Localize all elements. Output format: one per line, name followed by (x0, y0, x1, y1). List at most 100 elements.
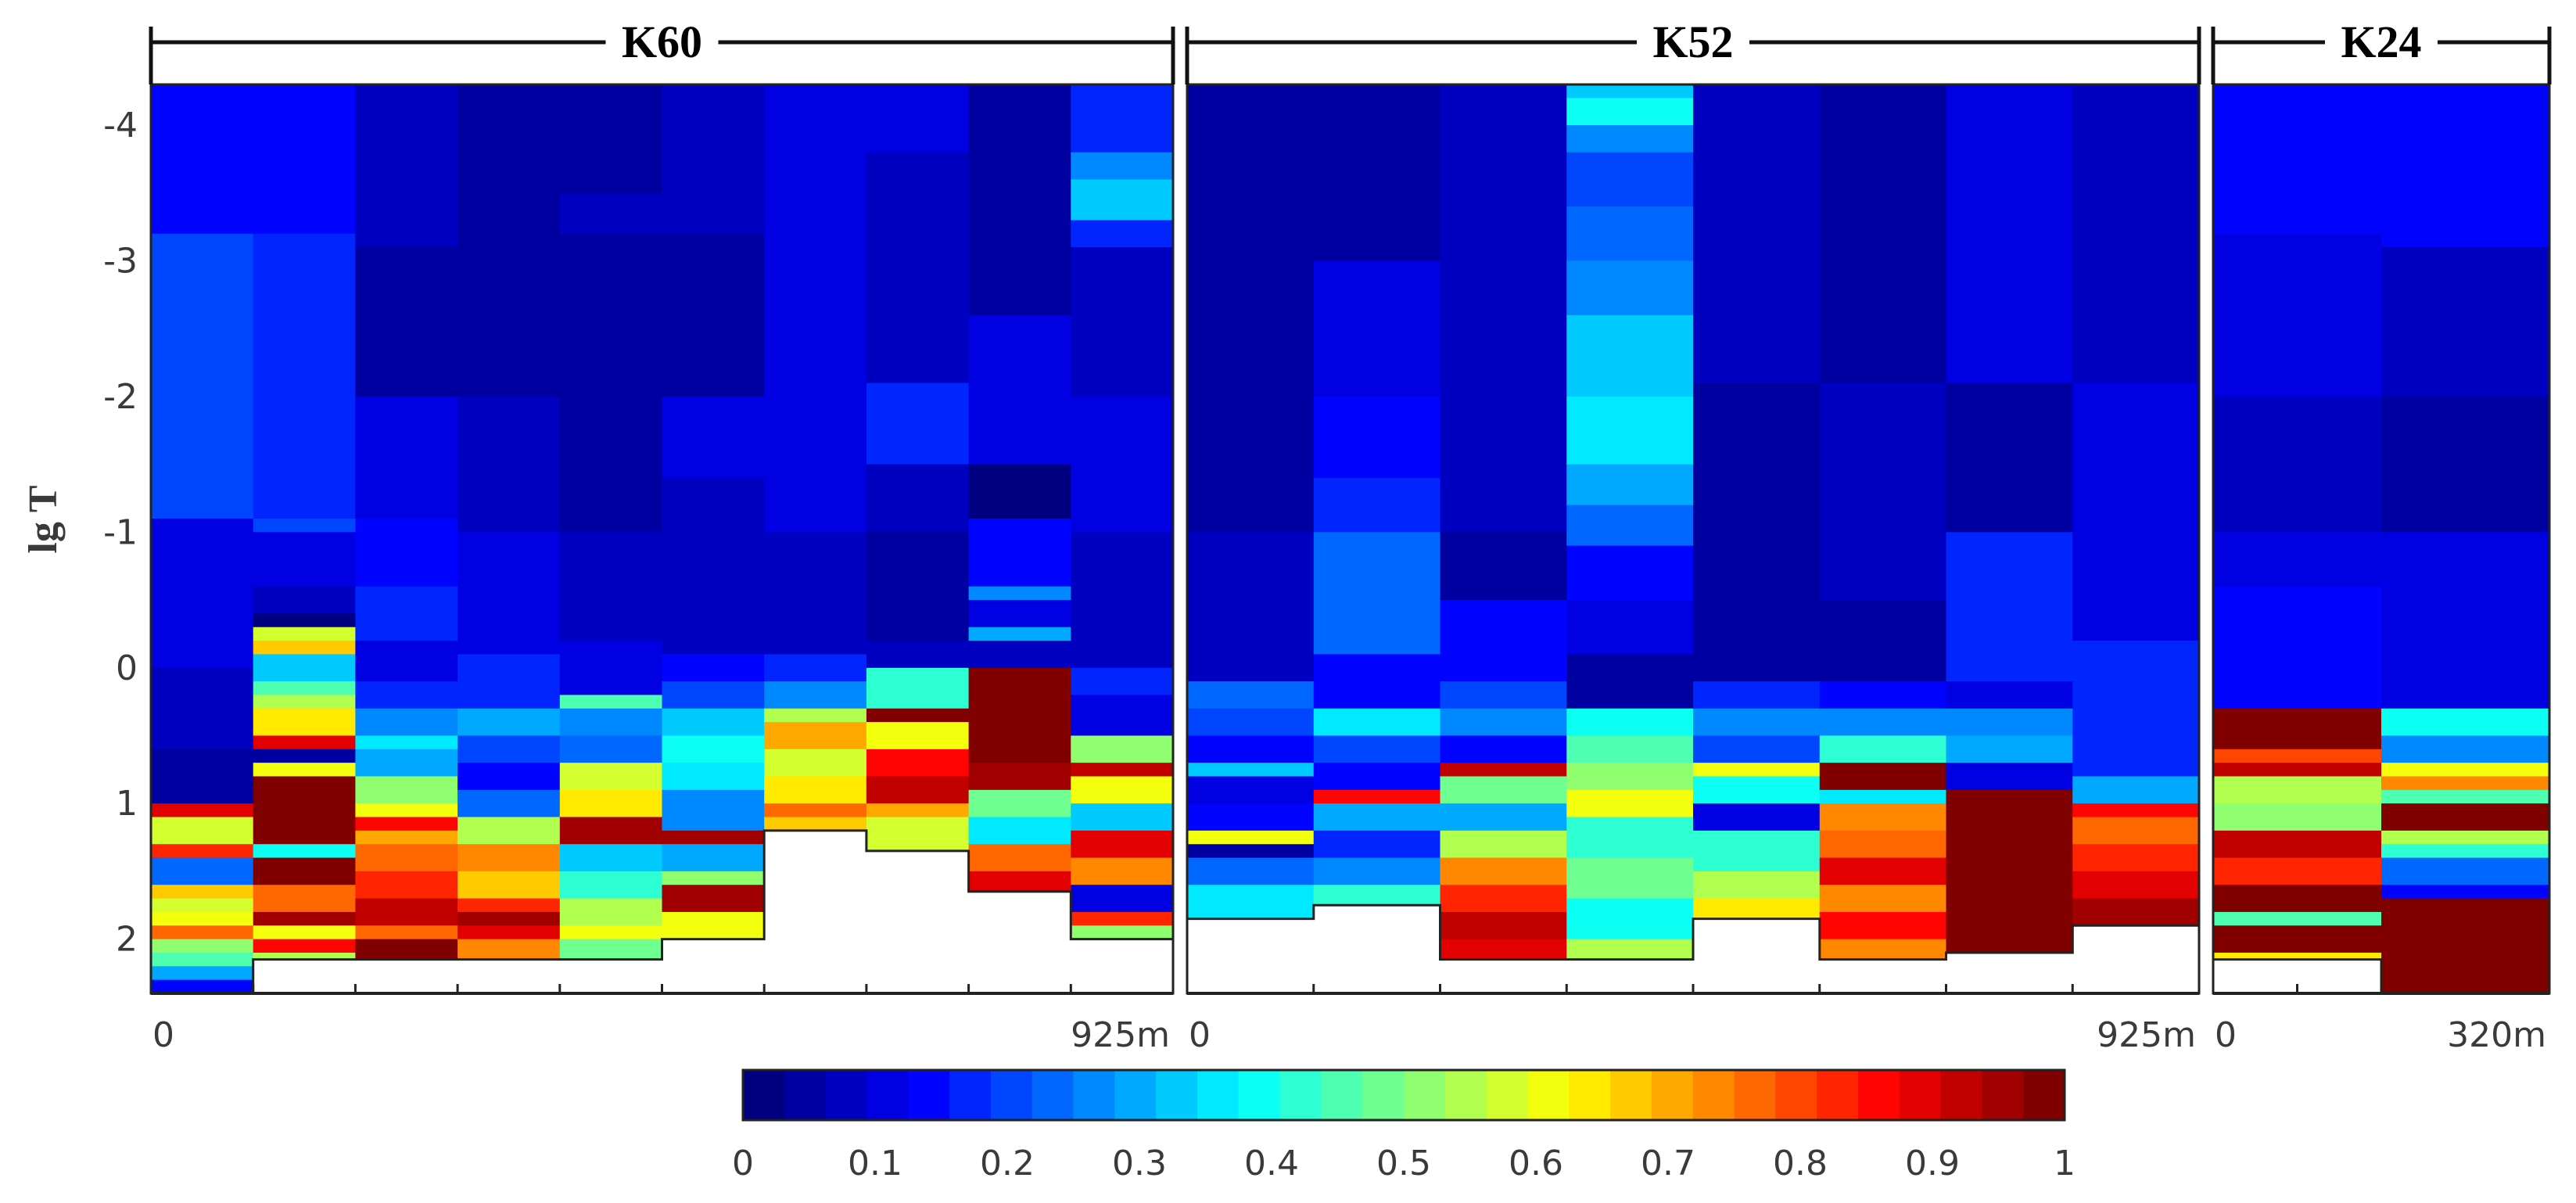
heatmap-cell (253, 911, 356, 926)
x-end-label: 925m (1071, 1015, 1170, 1055)
heatmap-cell (2381, 789, 2550, 804)
heatmap-cell (457, 735, 561, 763)
heatmap-cell (1819, 708, 1947, 737)
heatmap-cell (1693, 681, 1821, 709)
heatmap-column (2072, 84, 2200, 926)
heatmap-cell (559, 939, 663, 961)
heatmap-cell (866, 708, 970, 723)
heatmap-cell (559, 233, 663, 533)
colorbar-tick-label: 0 (732, 1144, 754, 1183)
x-end-label: 925m (2097, 1015, 2196, 1055)
heatmap-cell (151, 966, 254, 981)
colorbar-swatch (1569, 1070, 1611, 1120)
heatmap-cell (2381, 735, 2550, 763)
heatmap-cell (2381, 396, 2550, 533)
heatmap-cell (253, 233, 356, 519)
heatmap-cell (2381, 844, 2550, 859)
colorbar-swatch (1114, 1070, 1157, 1120)
heatmap-column (968, 84, 1071, 892)
heatmap-cell (1071, 857, 1174, 885)
heatmap-cell (1566, 314, 1694, 397)
heatmap-cell (355, 844, 458, 872)
heatmap-column (1440, 84, 1567, 961)
colorbar-swatch (1899, 1070, 1942, 1120)
heatmap-cell (559, 532, 663, 641)
heatmap-cell (1946, 382, 2073, 533)
colorbar-swatch (1775, 1070, 1817, 1120)
panel-k52: 0 925m (1185, 16, 2201, 1055)
heatmap-cell (2072, 84, 2200, 384)
heatmap-cell (1187, 735, 1315, 763)
heatmap-cell (355, 749, 458, 777)
heatmap-cell (151, 925, 254, 940)
heatmap-cell (253, 518, 356, 533)
heatmap-cell (559, 898, 663, 926)
heatmap-cell (1440, 681, 1567, 709)
heatmap-cell (1071, 735, 1174, 763)
heatmap-cell (457, 844, 561, 872)
heatmap-cell (1187, 857, 1315, 885)
x-start-label: 0 (1189, 1015, 1211, 1055)
colorbar-swatch (990, 1070, 1033, 1120)
colorbar-swatch (1692, 1070, 1735, 1120)
heatmap-cell (1566, 939, 1694, 961)
heatmap-cell (559, 695, 663, 709)
heatmap-cell (1071, 667, 1174, 696)
heatmap-cell (2381, 532, 2550, 709)
heatmap-cell (1440, 600, 1567, 682)
heatmap-cell (457, 247, 561, 397)
heatmap-cell (662, 396, 765, 479)
heatmap-cell (151, 939, 254, 953)
heatmap-cell (151, 885, 254, 900)
heatmap-cell (1440, 410, 1567, 533)
heatmap-cell (1071, 179, 1174, 221)
heatmap-cell (253, 749, 356, 763)
colorbar-swatch (1321, 1070, 1363, 1120)
bottom-outline (151, 829, 1173, 995)
panel-k24: 0 320m (2211, 16, 2552, 1055)
heatmap-cell (1071, 247, 1174, 397)
heatmap-cell (764, 722, 867, 750)
panel-title: K52 (1652, 16, 1733, 67)
heatmap-cell (968, 464, 1071, 519)
heatmap-cell (1566, 260, 1694, 316)
y-tick-label: 2 (116, 920, 138, 960)
heatmap-cell (2072, 776, 2200, 804)
heatmap-cell (1819, 763, 1947, 791)
colorbar-frame (741, 1068, 2066, 1122)
panel-k60: 0 925m (149, 16, 1175, 1055)
heatmap-cell (151, 898, 254, 913)
heatmap-cell (151, 518, 254, 669)
heatmap-cell (2213, 749, 2382, 763)
heatmap-cell (1566, 464, 1694, 506)
heatmap-cell (764, 532, 867, 655)
heatmap-cell (1313, 477, 1441, 533)
heatmap-column (1071, 84, 1174, 940)
heatmap-cell (2381, 708, 2550, 737)
heatmap-cell (1313, 857, 1441, 885)
colorbar-swatch (825, 1070, 868, 1120)
heatmap-cell (1071, 396, 1174, 533)
heatmap-cell (1566, 545, 1694, 601)
heatmap-cell (2381, 830, 2550, 845)
colorbar-tick-label: 0.6 (1509, 1144, 1563, 1183)
heatmap-cell (1819, 857, 1947, 885)
heatmap-cell (1187, 776, 1315, 804)
heatmap-cell (355, 871, 458, 900)
heatmap-cell (355, 939, 458, 961)
heatmap-cell (1566, 396, 1694, 465)
heatmap-cell (2072, 641, 2200, 777)
heatmap-cell (866, 749, 970, 777)
heatmap-cell (457, 84, 561, 248)
heatmap-cell (662, 789, 765, 831)
heatmap-cell (355, 681, 458, 709)
heatmap-cell (2072, 844, 2200, 872)
heatmap-cell (662, 233, 765, 397)
heatmap-cell (253, 844, 356, 859)
heatmap-cell (1566, 763, 1694, 791)
heatmap-cell (1946, 84, 2073, 384)
colorbar-swatch (2023, 1070, 2065, 1120)
heatmap-column (1187, 84, 1315, 920)
